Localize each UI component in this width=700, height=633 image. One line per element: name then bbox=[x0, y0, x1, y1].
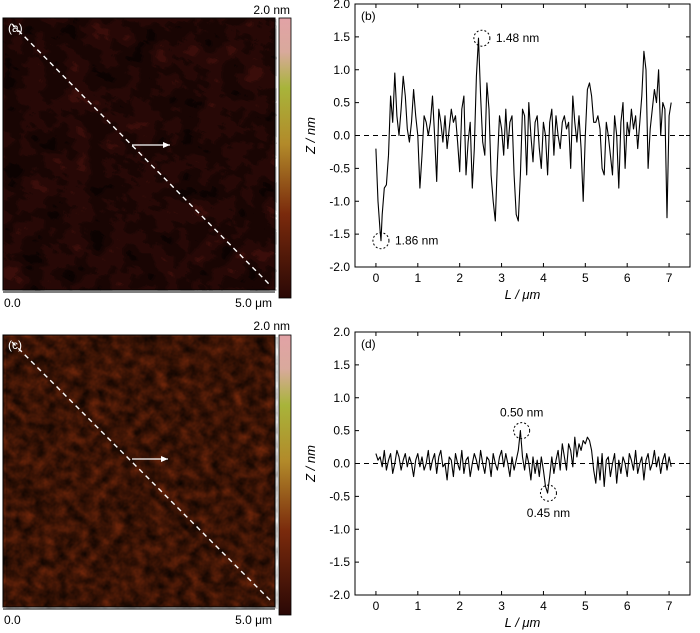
y-tick-label-d: 1.5 bbox=[333, 358, 350, 372]
x-tick-label-d: 2 bbox=[456, 599, 463, 613]
x-tick-label-b: 5 bbox=[582, 271, 589, 285]
y-tick-label-b: -0.5 bbox=[329, 161, 350, 175]
x-tick-label-d: 0 bbox=[373, 599, 380, 613]
series-line-b-0 bbox=[375, 37, 672, 242]
y-tick-label-d: -2.0 bbox=[329, 588, 350, 602]
x-tick-label-b: 7 bbox=[666, 271, 673, 285]
y-tick-label-d: 0.0 bbox=[333, 457, 350, 471]
panel-label-d: (d) bbox=[361, 337, 376, 351]
afm-c-frame bbox=[2, 334, 276, 608]
y-tick-label-b: 1.5 bbox=[333, 30, 350, 44]
x-tick-label-b: 3 bbox=[498, 271, 505, 285]
annotation-circle-d-1 bbox=[539, 484, 557, 502]
y-axis-label-d: Z / nm bbox=[303, 445, 318, 483]
y-tick-label-b: 0.0 bbox=[333, 129, 350, 143]
x-tick-label-d: 6 bbox=[624, 599, 631, 613]
annotation-label-d-1: 0.45 nm bbox=[527, 506, 570, 520]
annotation-circle-b-0 bbox=[473, 29, 491, 47]
annotation-label-b-0: 1.48 nm bbox=[496, 31, 539, 45]
annotation-circle-d-0 bbox=[513, 422, 531, 440]
y-axis-label-b: Z / nm bbox=[303, 117, 318, 155]
y-tick-label-b: -2.0 bbox=[329, 260, 350, 274]
afm-a-profile-line bbox=[11, 23, 271, 286]
afm-image-c: (c) 2.0 nm 0.0 5.0 μm bbox=[2, 319, 292, 627]
annotation-circle-b-1 bbox=[372, 232, 390, 250]
panel-label-b: (b) bbox=[361, 9, 376, 23]
y-tick-label-b: 2.0 bbox=[333, 0, 350, 11]
x-axis-label-b: L / μm bbox=[505, 287, 541, 302]
panel-label-a: (a) bbox=[8, 21, 23, 35]
scale-bar-label-a: 5.0 μm bbox=[235, 296, 272, 310]
annotation-label-b-1: 1.86 nm bbox=[395, 234, 438, 248]
panel-label-c: (c) bbox=[8, 338, 22, 352]
y-tick-label-b: -1.5 bbox=[329, 227, 350, 241]
afm-c-arrow-head bbox=[161, 456, 168, 462]
x-tick-label-d: 5 bbox=[582, 599, 589, 613]
scale-bar-label-c: 5.0 μm bbox=[235, 613, 272, 627]
x-tick-label-b: 6 bbox=[624, 271, 631, 285]
x-tick-label-d: 7 bbox=[666, 599, 673, 613]
y-tick-label-d: -1.0 bbox=[329, 522, 350, 536]
y-tick-label-d: 0.5 bbox=[333, 424, 350, 438]
x-tick-label-b: 1 bbox=[414, 271, 421, 285]
afm-a-arrow-head bbox=[163, 142, 170, 148]
y-tick-label-d: -1.5 bbox=[329, 555, 350, 569]
y-tick-label-b: 1.0 bbox=[333, 63, 350, 77]
scale-bottom-a: 0.0 bbox=[4, 296, 21, 310]
y-tick-label-b: 0.5 bbox=[333, 96, 350, 110]
scale-top-a: 2.0 nm bbox=[253, 3, 290, 17]
y-tick-label-d: 1.0 bbox=[333, 391, 350, 405]
y-tick-label-d: 2.0 bbox=[333, 325, 350, 339]
line-plot-b: 0 1 2 3 4 5 6 7 -2.0 -1.5 -1.0 -0.5 0.0 0.5 1.0 1.5 2.0 L… bbox=[303, 0, 691, 302]
x-tick-label-b: 0 bbox=[373, 271, 380, 285]
x-axis-label-d: L / μm bbox=[505, 615, 541, 630]
x-tick-label-b: 2 bbox=[456, 271, 463, 285]
color-scale-a bbox=[278, 17, 292, 299]
y-tick-label-b: -1.0 bbox=[329, 194, 350, 208]
annotation-label-d-0: 0.50 nm bbox=[500, 406, 543, 420]
afm-a-frame bbox=[2, 17, 276, 291]
x-tick-label-d: 1 bbox=[414, 599, 421, 613]
afm-c-profile-line bbox=[11, 341, 271, 601]
y-tick-label-d: -0.5 bbox=[329, 489, 350, 503]
afm-a-texture bbox=[3, 18, 277, 291]
x-tick-label-d: 3 bbox=[498, 599, 505, 613]
afm-c-texture bbox=[3, 335, 278, 609]
scale-bottom-c: 0.0 bbox=[4, 613, 21, 627]
x-tick-label-d: 4 bbox=[540, 599, 547, 613]
x-tick-label-b: 4 bbox=[540, 271, 547, 285]
line-plot-d: 0 1 2 3 4 5 6 7 -2.0 -1.5 -1.0 -0.5 0.0 0.5 1.0 1.5 2.0 L… bbox=[303, 325, 691, 630]
afm-image-a: (a) 2.0 nm 0.0 5.0 μm bbox=[2, 3, 292, 310]
series-line-d-0 bbox=[375, 430, 672, 494]
color-scale-c bbox=[278, 334, 292, 616]
scale-top-c: 2.0 nm bbox=[253, 319, 290, 333]
